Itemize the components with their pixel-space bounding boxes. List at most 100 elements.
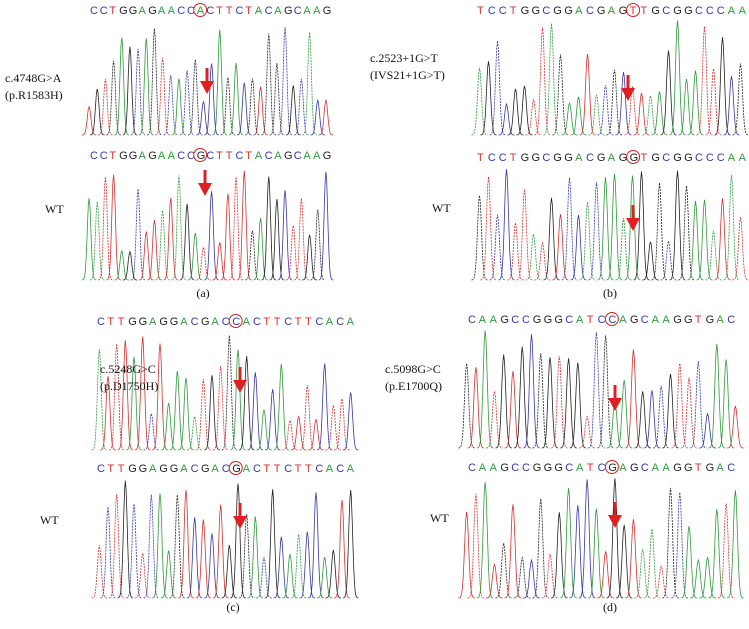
trace-peak [186,517,203,599]
trace-peak [302,32,317,136]
trace-peak [195,379,212,451]
trace-peak [212,29,228,136]
panel-caption: (a) [196,286,209,300]
sequence-circled: G [630,152,639,164]
trace-peak [717,503,735,599]
trace-peak [467,493,485,599]
trace-peak [285,85,301,136]
trace-peak [652,385,670,449]
trace-peak [204,375,220,451]
trace-peak [606,69,623,136]
sequence-before: C C T GGA GA A C C [90,150,195,162]
trace-peak [147,220,162,281]
trace-peak [247,516,264,599]
trace-peak [187,59,203,136]
trace-peak [634,548,652,599]
trace-peak [570,96,587,136]
trace-peak [696,199,713,281]
trace-peak [678,79,695,136]
trace-peak [277,190,293,281]
trace-peak [91,545,108,599]
trace-peak [117,340,134,451]
trace-peak [642,95,659,136]
trace-peak [290,415,307,451]
trace-peak [633,171,650,281]
trace-peak [106,174,121,281]
trace-peak [570,214,587,281]
sequence-circled: G [197,150,206,162]
trace-peak [504,504,522,599]
trace-peak [221,545,238,599]
trace-peak [606,173,623,281]
trace-peak [236,82,252,136]
trace-peak [245,78,260,136]
trace-peak [495,354,513,449]
arrow-head [200,81,214,94]
trace-peak [212,366,229,451]
trace-peak [282,419,298,451]
mutant-label: (p.E1700Q) [385,379,442,393]
trace-peak [723,76,740,136]
trace-peak [471,67,488,136]
trace-peak [138,231,154,281]
wildtype-label: WT [40,513,59,527]
highlight-circle [604,460,619,474]
trace-peak [91,349,108,451]
trace-peak [507,88,524,136]
trace-peak [732,217,749,281]
trace-peak [671,492,689,599]
trace-peak [108,343,125,451]
trace-peak [708,344,726,449]
trace-peak [495,543,513,599]
trace-peak [662,487,679,599]
trace-peak [516,85,533,136]
sequence-after: C T T C T A C A GC A A G [206,150,331,162]
trace-peak [687,70,704,136]
trace-peak [579,201,596,281]
trace-peak [458,511,476,599]
trace-peak [169,370,186,451]
trace-peak [114,249,130,281]
trace-peak [196,245,211,281]
trace-peak [597,85,614,136]
trace-peak [532,498,550,599]
trace-peak [534,27,551,136]
mutant-label: (p.R1583H) [5,88,63,102]
trace-peak [269,199,285,281]
trace-peak [606,478,624,599]
trace-peak [261,176,277,281]
trace-peak [134,336,151,451]
trace-peak [253,217,268,281]
trace-peak [100,376,116,451]
trace-peak [560,487,577,599]
trace-peak [212,504,229,599]
trace-peak [543,197,560,281]
trace-peak [532,353,550,449]
highlight-circle [228,314,243,328]
trace-peak [615,218,632,281]
trace-peak [163,75,179,136]
trace-peak [138,38,154,136]
trace-peak [642,241,659,281]
trace-peak [273,363,290,451]
arrow-head [233,516,247,529]
arrow-head [608,398,622,411]
trace-peak [155,210,170,281]
mutant-label: c.5098G>C [385,362,441,376]
trace-peak [169,494,186,599]
trace-peak [699,557,716,599]
trace-peak [106,60,121,136]
trace-peak [651,182,668,281]
trace-peak [122,250,138,281]
trace-peak [671,363,689,449]
trace-peak [230,483,246,599]
highlight-circle [626,3,641,17]
trace-peak [486,563,503,599]
trace-peak [264,389,281,451]
highlight-circle [193,148,208,162]
trace-peak [294,198,309,281]
